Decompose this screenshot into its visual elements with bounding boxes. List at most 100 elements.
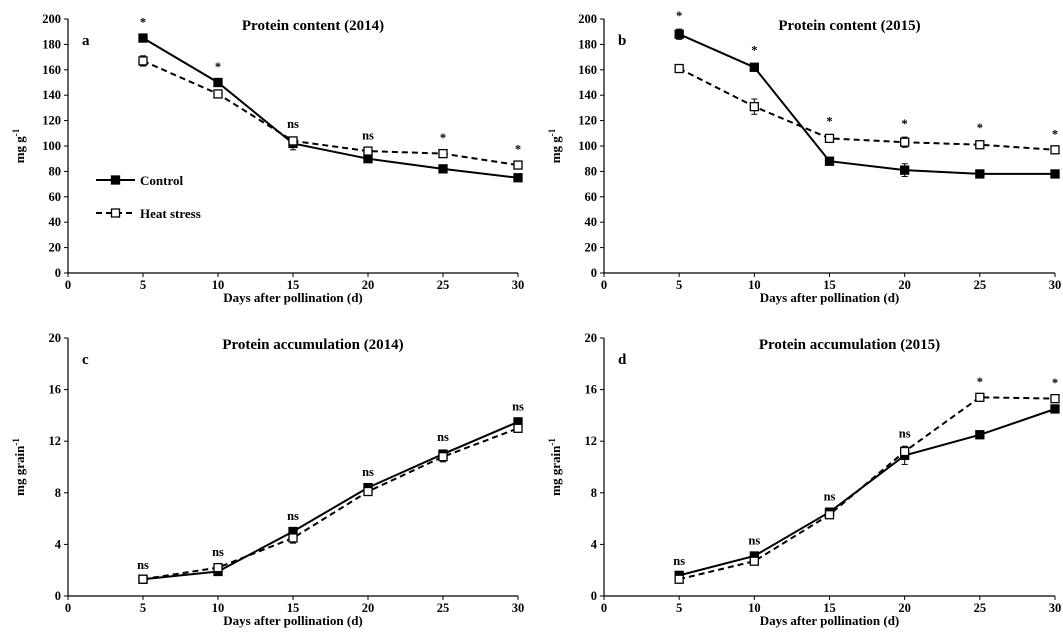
chart-title: Protein content (2014) bbox=[242, 18, 384, 34]
x-tick-label: 25 bbox=[437, 601, 450, 615]
significance-label: ns bbox=[137, 558, 149, 572]
y-tick-label: 60 bbox=[49, 190, 62, 204]
y-tick-label: 140 bbox=[578, 88, 597, 102]
x-tick-label: 0 bbox=[65, 278, 71, 292]
series-line-heat-stress bbox=[142, 427, 519, 581]
y-tick-label: 12 bbox=[585, 434, 598, 448]
significance-label: ns bbox=[212, 545, 224, 559]
y-tick-label: 0 bbox=[55, 266, 61, 280]
y-tick-label: 0 bbox=[55, 589, 61, 603]
panel-letter: c bbox=[82, 352, 89, 368]
y-tick-label: 120 bbox=[578, 114, 597, 128]
y-axis-label: mg g-1 bbox=[547, 128, 563, 163]
chart-title: Protein accumulation (2014) bbox=[222, 337, 403, 353]
x-tick-label: 15 bbox=[287, 278, 300, 292]
significance-label: * bbox=[215, 60, 221, 74]
data-point-control bbox=[900, 165, 910, 175]
y-tick-label: 160 bbox=[42, 63, 61, 77]
y-tick-label: 100 bbox=[42, 139, 61, 153]
significance-label: ns bbox=[899, 426, 911, 440]
data-point-heat-stress bbox=[824, 133, 835, 144]
data-point-control bbox=[438, 164, 448, 174]
data-point-control bbox=[213, 77, 223, 88]
x-tick-label: 5 bbox=[676, 601, 682, 615]
panel-b: 0 20 40 60 80 100 120 140 160 180 200 0 5 10 15 20 25 30 D… bbox=[547, 9, 1061, 305]
data-point-heat-stress bbox=[975, 140, 985, 150]
y-tick-label: 200 bbox=[42, 12, 61, 26]
y-tick-label: 120 bbox=[42, 114, 61, 128]
data-point-control bbox=[975, 430, 985, 440]
x-tick-label: 20 bbox=[362, 278, 375, 292]
significance-label: ns bbox=[673, 554, 685, 568]
data-point-heat-stress bbox=[513, 160, 523, 170]
y-tick-label: 20 bbox=[49, 241, 62, 255]
data-point-heat-stress bbox=[363, 146, 373, 156]
y-tick-label: 20 bbox=[585, 241, 598, 255]
data-point-control bbox=[975, 169, 985, 179]
significance-label: * bbox=[902, 117, 908, 131]
data-point-heat-stress bbox=[975, 392, 985, 402]
significance-label: * bbox=[977, 375, 983, 389]
x-tick-label: 20 bbox=[898, 601, 911, 615]
x-tick-label: 25 bbox=[437, 278, 450, 292]
x-tick-label: 10 bbox=[212, 278, 225, 292]
data-point-control bbox=[138, 33, 148, 43]
data-point-heat-stress bbox=[288, 136, 298, 146]
data-point-heat-stress bbox=[138, 574, 148, 584]
significance-label: * bbox=[1052, 127, 1058, 141]
y-axis-label: mg grain-1 bbox=[547, 438, 563, 496]
panel-letter: d bbox=[618, 352, 627, 368]
data-point-heat-stress bbox=[1050, 145, 1060, 155]
y-tick-label: 4 bbox=[55, 537, 62, 551]
y-tick-label: 20 bbox=[585, 331, 598, 345]
significance-label: * bbox=[140, 16, 146, 30]
significance-label: * bbox=[826, 115, 832, 129]
x-tick-label: 10 bbox=[748, 278, 761, 292]
y-tick-label: 180 bbox=[578, 37, 597, 51]
x-tick-label: 10 bbox=[748, 601, 761, 615]
y-tick-label: 160 bbox=[578, 63, 597, 77]
y-axis-label: mg grain-1 bbox=[11, 438, 27, 496]
x-tick-label: 10 bbox=[212, 601, 225, 615]
x-tick-label: 0 bbox=[65, 601, 71, 615]
y-tick-label: 100 bbox=[578, 139, 597, 153]
series-line-control bbox=[678, 33, 1055, 175]
data-point-control bbox=[1050, 404, 1060, 414]
x-tick-label: 30 bbox=[512, 278, 525, 292]
data-point-heat-stress bbox=[900, 446, 910, 457]
panel-a: 0 20 40 60 80 100 120 140 160 180 200 0 5 10 15 20 25 30 D… bbox=[11, 12, 524, 305]
y-tick-label: 80 bbox=[49, 164, 62, 178]
y-tick-label: 12 bbox=[49, 434, 62, 448]
panel-c: 0 4 8 12 16 20 0 5 10 15 20 25 30 Days after pollinat… bbox=[11, 331, 524, 628]
data-point-heat-stress bbox=[438, 148, 448, 159]
significance-label: * bbox=[1052, 376, 1058, 390]
data-point-control bbox=[674, 29, 684, 39]
data-point-heat-stress bbox=[749, 101, 759, 112]
x-tick-label: 30 bbox=[1049, 278, 1062, 292]
x-tick-label: 20 bbox=[898, 278, 911, 292]
significance-label: * bbox=[440, 131, 446, 145]
data-point-control bbox=[749, 62, 759, 72]
x-tick-label: 5 bbox=[676, 278, 682, 292]
data-point-heat-stress bbox=[674, 63, 684, 74]
series-line-heat-stress bbox=[142, 59, 519, 167]
legend-label-heat-stress: Heat stress bbox=[140, 206, 201, 221]
data-point-heat-stress bbox=[363, 486, 373, 497]
y-tick-label: 4 bbox=[591, 537, 598, 551]
x-tick-label: 30 bbox=[512, 601, 525, 615]
data-point-heat-stress bbox=[288, 533, 298, 543]
x-tick-label: 25 bbox=[974, 601, 987, 615]
y-tick-label: 140 bbox=[42, 88, 61, 102]
x-axis-label: Days after pollination (d) bbox=[223, 290, 363, 305]
series-line-heat-stress bbox=[678, 396, 1056, 581]
y-tick-label: 8 bbox=[591, 486, 597, 500]
x-tick-label: 15 bbox=[823, 601, 836, 615]
y-tick-label: 40 bbox=[585, 215, 598, 229]
series-line-control bbox=[678, 408, 1056, 577]
x-tick-label: 30 bbox=[1049, 601, 1062, 615]
data-point-control bbox=[513, 173, 523, 183]
y-tick-label: 16 bbox=[49, 383, 62, 397]
data-point-heat-stress bbox=[213, 89, 223, 99]
x-tick-label: 0 bbox=[601, 601, 607, 615]
series-line-control bbox=[142, 37, 519, 179]
